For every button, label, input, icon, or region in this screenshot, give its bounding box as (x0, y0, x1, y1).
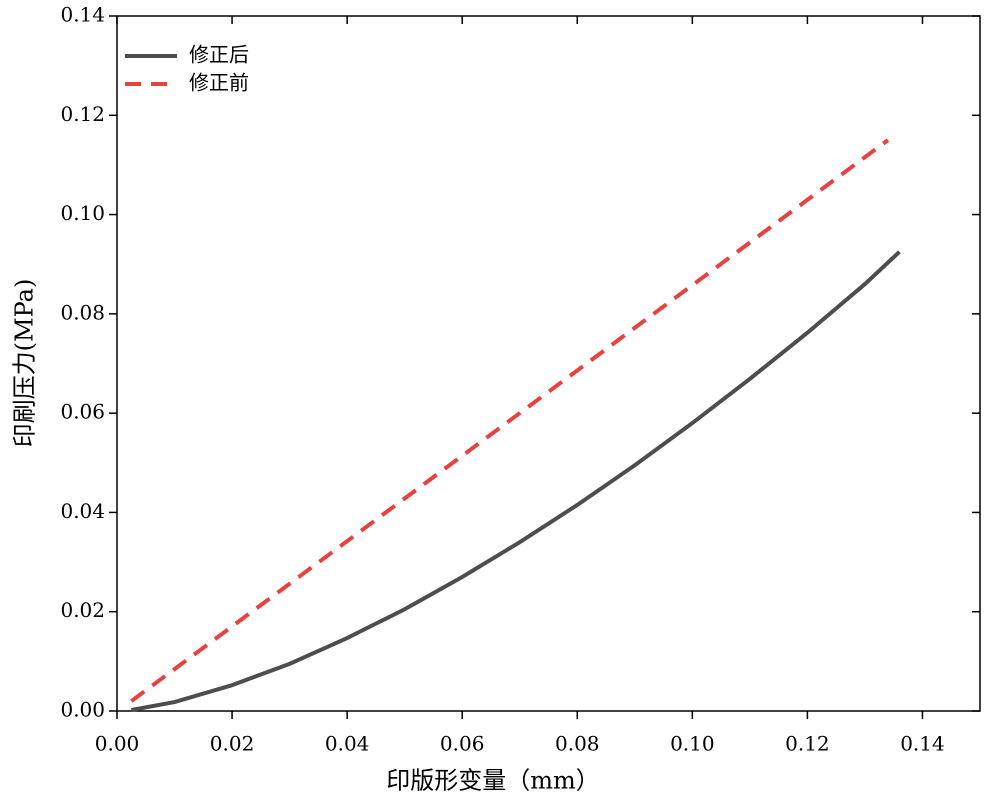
data-line (130, 138, 890, 703)
x-tick-label: 0.08 (555, 732, 600, 756)
x-tick-label: 0.12 (785, 732, 830, 756)
y-tick-label: 0.14 (60, 3, 105, 27)
x-axis-label: 印版形变量（mm） (386, 767, 600, 795)
x-tick-label: 0.10 (670, 732, 715, 756)
y-tick-label: 0.12 (60, 102, 105, 126)
y-tick-label: 0.04 (60, 499, 105, 523)
y-tick-label: 0.08 (60, 300, 105, 324)
x-tick-label: 0.14 (900, 732, 945, 756)
y-tick-label: 0.02 (60, 598, 105, 622)
y-tick-label: 0.10 (60, 201, 105, 225)
x-tick-label: 0.06 (440, 732, 485, 756)
plot-frame (116, 15, 981, 712)
legend-label: 修正后 (189, 43, 249, 67)
y-axis-label: 印刷压力(MPa) (11, 279, 39, 448)
legend-label: 修正前 (189, 71, 249, 95)
x-tick-label: 0.02 (210, 732, 255, 756)
x-tick-label: 0.04 (325, 732, 370, 756)
y-tick-label: 0.06 (60, 400, 105, 424)
data-line (131, 250, 901, 712)
x-tick-label: 0.00 (95, 732, 140, 756)
y-tick-label: 0.00 (60, 698, 105, 722)
